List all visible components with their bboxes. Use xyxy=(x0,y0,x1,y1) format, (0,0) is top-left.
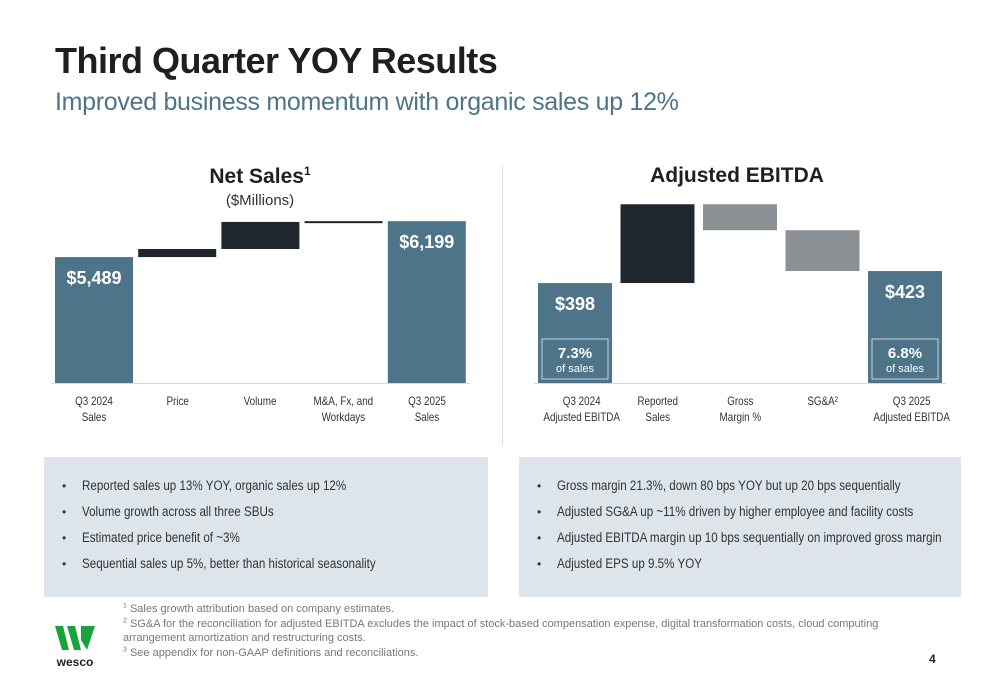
wesco-logo: wesco xyxy=(54,626,96,669)
net-sales-bullets: Reported sales up 13% YOY, organic sales… xyxy=(44,457,488,597)
category-label: Q3 2024 Adjusted EBITDA xyxy=(535,393,620,425)
category-label: Volume xyxy=(220,393,300,409)
margin-box xyxy=(871,338,939,380)
category-label: M&A, Fx, and Workdays xyxy=(304,393,384,425)
category-label: SG&A² xyxy=(783,393,863,409)
bullet: Sequential sales up 5%, better than hist… xyxy=(62,555,478,573)
page-subtitle: Improved business momentum with organic … xyxy=(55,88,679,116)
waterfall-bar xyxy=(538,283,612,383)
footnote-1: 1 Sales growth attribution based on comp… xyxy=(123,602,913,616)
waterfall-bar xyxy=(868,271,942,383)
bullet-text: Adjusted EBITDA margin up 10 bps sequent… xyxy=(557,530,942,545)
waterfall-bar xyxy=(620,204,695,284)
footnote-text: Sales growth attribution based on compan… xyxy=(129,603,395,615)
margin-pct: 7.3% xyxy=(558,345,592,362)
margin-text: of sales xyxy=(556,363,594,375)
footnote-num: 2 xyxy=(123,617,127,625)
waterfall-bar xyxy=(304,221,383,224)
bar-value-label: $423 xyxy=(885,282,925,302)
bullet-text: Volume growth across all three SBUs xyxy=(82,504,274,519)
bullet-text: Reported sales up 13% YOY, organic sales… xyxy=(82,478,347,493)
bullet: Gross margin 21.3%, down 80 bps YOY but … xyxy=(537,477,951,495)
bullet: Reported sales up 13% YOY, organic sales… xyxy=(62,477,478,495)
footnotes: 1 Sales growth attribution based on comp… xyxy=(123,602,913,661)
bullet-text: Sequential sales up 5%, better than hist… xyxy=(82,556,376,571)
footnote-num: 3 xyxy=(123,646,127,654)
divider xyxy=(502,165,503,445)
category-label-text: Reported Sales xyxy=(637,394,678,424)
logo-text: wesco xyxy=(56,655,94,669)
category-label-text: Gross Margin % xyxy=(719,394,761,424)
margin-pct: 6.8% xyxy=(888,345,922,362)
footnote-ref: 1 xyxy=(303,164,311,178)
category-label: Price xyxy=(137,393,217,409)
ebitda-title: Adjusted EBITDA xyxy=(650,164,824,187)
margin-box xyxy=(541,338,609,380)
bullet-text: Gross margin 21.3%, down 80 bps YOY but … xyxy=(557,478,901,493)
footnote-2: 2 SG&A for the reconciliation for adjust… xyxy=(123,617,913,645)
page-number: 4 xyxy=(929,652,936,666)
category-label-text: SG&A² xyxy=(807,394,838,408)
bullet: Volume growth across all three SBUs xyxy=(62,503,478,521)
category-label-text: Q3 2024 Sales xyxy=(75,394,113,424)
bullet: Estimated price benefit of ~3% xyxy=(62,529,478,547)
bullet-text: Adjusted SG&A up ~11% driven by higher e… xyxy=(557,504,914,519)
footnote-text: SG&A for the reconciliation for adjusted… xyxy=(123,618,879,644)
category-label: Gross Margin % xyxy=(700,393,780,425)
category-label-text: Volume xyxy=(243,394,277,408)
bar-value-label: $398 xyxy=(555,294,595,314)
category-label: Q3 2024 Sales xyxy=(54,393,134,425)
net-sales-title: Net Sales1 xyxy=(160,164,360,189)
waterfall-bar xyxy=(387,221,466,383)
category-label: Q3 2025 Adjusted EBITDA xyxy=(865,393,950,425)
bullet: Adjusted EBITDA margin up 10 bps sequent… xyxy=(537,529,951,547)
net-sales-units: ($Millions) xyxy=(225,192,295,209)
bar-value-label: $5,489 xyxy=(66,268,121,288)
category-label: Q3 2025 Sales xyxy=(387,393,467,425)
waterfall-bar xyxy=(55,257,133,383)
footnote-text: See appendix for non-GAAP definitions an… xyxy=(129,647,419,659)
footnote-num: 1 xyxy=(123,602,127,610)
category-label: Reported Sales xyxy=(618,393,698,425)
category-label-text: Price xyxy=(165,394,189,408)
net-sales-title-text: Net Sales xyxy=(209,165,304,188)
category-label-text: Q3 2025 Sales xyxy=(407,394,446,424)
net-sales-chart: $5,489 $6,199 xyxy=(51,221,470,384)
margin-text: of sales xyxy=(886,363,924,375)
bullet: Adjusted SG&A up ~11% driven by higher e… xyxy=(537,503,951,521)
waterfall-bar xyxy=(703,204,777,231)
ebitda-bullets: Gross margin 21.3%, down 80 bps YOY but … xyxy=(519,457,961,597)
wesco-w-icon xyxy=(55,626,95,650)
footnote-3: 3 See appendix for non-GAAP definitions … xyxy=(123,646,913,660)
category-label-text: Q3 2024 Adjusted EBITDA xyxy=(543,394,620,424)
waterfall-bar xyxy=(221,221,300,249)
bar-value-label: $6,199 xyxy=(399,232,454,252)
page-title: Third Quarter YOY Results xyxy=(55,40,498,81)
waterfall-bar xyxy=(138,248,217,258)
category-label-text: Q3 2025 Adjusted EBITDA xyxy=(873,394,950,424)
waterfall-bar xyxy=(785,230,860,272)
category-label-text: M&A, Fx, and Workdays xyxy=(313,394,374,424)
bullet: Adjusted EPS up 9.5% YOY xyxy=(537,555,951,573)
bullet-text: Estimated price benefit of ~3% xyxy=(82,530,240,545)
bullet-text: Adjusted EPS up 9.5% YOY xyxy=(557,556,703,571)
